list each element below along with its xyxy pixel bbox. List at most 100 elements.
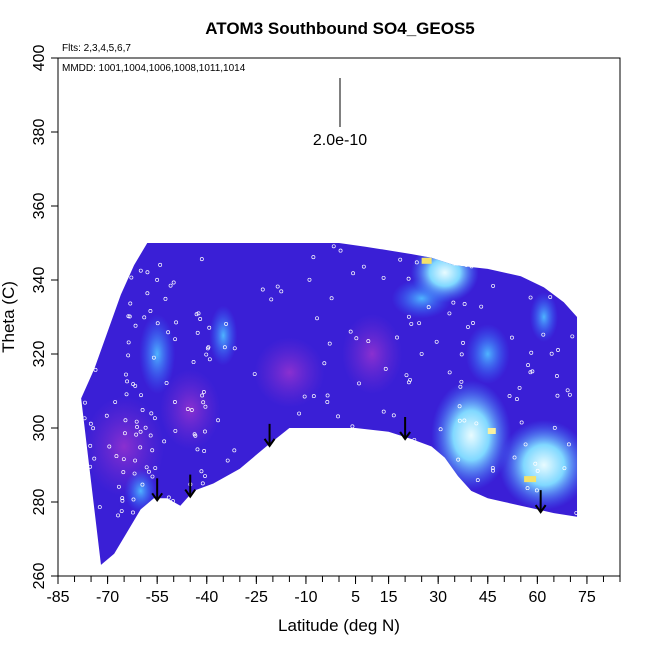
data-point bbox=[207, 325, 212, 330]
data-point bbox=[388, 491, 393, 496]
data-point bbox=[311, 255, 316, 260]
data-point bbox=[535, 252, 540, 257]
data-point bbox=[361, 434, 366, 439]
data-point bbox=[195, 447, 200, 452]
data-point bbox=[517, 385, 522, 390]
data-point bbox=[302, 394, 307, 399]
data-point bbox=[371, 496, 376, 501]
data-point bbox=[194, 312, 199, 317]
data-point bbox=[548, 295, 553, 299]
data-point bbox=[567, 392, 572, 397]
data-point bbox=[429, 246, 434, 251]
data-point bbox=[201, 400, 206, 405]
data-point bbox=[121, 470, 126, 475]
data-point bbox=[322, 361, 327, 366]
data-point bbox=[325, 400, 330, 404]
data-point bbox=[88, 443, 93, 448]
data-point bbox=[143, 425, 148, 430]
data-point bbox=[529, 350, 534, 355]
data-point bbox=[340, 428, 345, 433]
data-point bbox=[131, 510, 135, 515]
data-point bbox=[462, 418, 467, 423]
data-point bbox=[414, 468, 419, 473]
data-point bbox=[97, 339, 102, 344]
data-point bbox=[87, 303, 91, 308]
data-point bbox=[434, 339, 439, 344]
data-point bbox=[133, 323, 138, 328]
data-point bbox=[129, 262, 134, 267]
data-point bbox=[348, 329, 353, 334]
data-point bbox=[144, 465, 149, 470]
data-point bbox=[402, 477, 407, 482]
data-point bbox=[216, 418, 221, 423]
y-tick-label: 400 bbox=[31, 45, 48, 72]
data-point bbox=[327, 341, 332, 346]
data-point bbox=[200, 500, 204, 505]
data-point bbox=[129, 275, 134, 280]
data-point bbox=[391, 413, 396, 418]
data-point bbox=[200, 481, 205, 486]
x-axis-title: Latitude (deg N) bbox=[278, 616, 400, 635]
data-point bbox=[202, 449, 207, 453]
data-point bbox=[555, 393, 560, 398]
data-point bbox=[150, 474, 155, 479]
data-point bbox=[201, 389, 206, 394]
purple-region bbox=[342, 314, 403, 394]
data-point bbox=[142, 315, 147, 320]
data-point bbox=[133, 458, 138, 463]
data-point bbox=[124, 392, 129, 397]
data-point bbox=[150, 448, 155, 453]
data-point bbox=[81, 381, 84, 386]
data-point bbox=[462, 302, 467, 306]
data-point bbox=[525, 486, 530, 491]
blue-region bbox=[139, 314, 176, 394]
yellow-patch bbox=[487, 428, 496, 434]
data-point bbox=[202, 429, 207, 434]
y-tick-label: 380 bbox=[31, 119, 48, 146]
x-tick-label: 5 bbox=[351, 589, 360, 606]
data-point bbox=[145, 511, 150, 516]
data-point bbox=[138, 268, 143, 273]
data-point bbox=[155, 277, 160, 282]
data-point bbox=[195, 330, 200, 335]
data-point bbox=[297, 411, 302, 416]
data-point bbox=[222, 345, 227, 350]
data-point bbox=[549, 351, 554, 356]
data-point bbox=[173, 337, 178, 342]
data-point bbox=[138, 445, 143, 450]
data-point bbox=[131, 497, 136, 502]
field-base bbox=[81, 243, 578, 565]
blue-region bbox=[465, 324, 510, 384]
data-point bbox=[113, 400, 118, 405]
data-point bbox=[491, 283, 496, 288]
data-point bbox=[398, 257, 403, 262]
data-point bbox=[219, 514, 224, 519]
data-point bbox=[116, 484, 121, 489]
data-point bbox=[91, 426, 96, 431]
data-point bbox=[325, 393, 330, 398]
data-point bbox=[336, 414, 340, 419]
data-point bbox=[243, 507, 248, 512]
data-point bbox=[533, 461, 538, 466]
data-point bbox=[438, 427, 443, 432]
blue-region bbox=[124, 468, 157, 513]
data-point bbox=[152, 416, 157, 421]
data-point bbox=[168, 283, 173, 288]
data-point bbox=[565, 388, 570, 393]
data-point bbox=[319, 486, 324, 491]
data-point bbox=[406, 314, 411, 319]
data-point bbox=[259, 491, 264, 496]
data-point bbox=[252, 372, 257, 376]
x-tick-label: 60 bbox=[528, 589, 546, 606]
data-point bbox=[107, 444, 112, 449]
data-point bbox=[104, 257, 108, 262]
data-point bbox=[507, 394, 512, 398]
data-point bbox=[387, 445, 392, 450]
data-point bbox=[149, 411, 154, 416]
cyan-region bbox=[410, 243, 479, 303]
data-point bbox=[574, 510, 578, 515]
data-point bbox=[131, 382, 136, 387]
data-point bbox=[128, 301, 133, 306]
data-point bbox=[232, 448, 237, 453]
data-point bbox=[93, 348, 97, 352]
